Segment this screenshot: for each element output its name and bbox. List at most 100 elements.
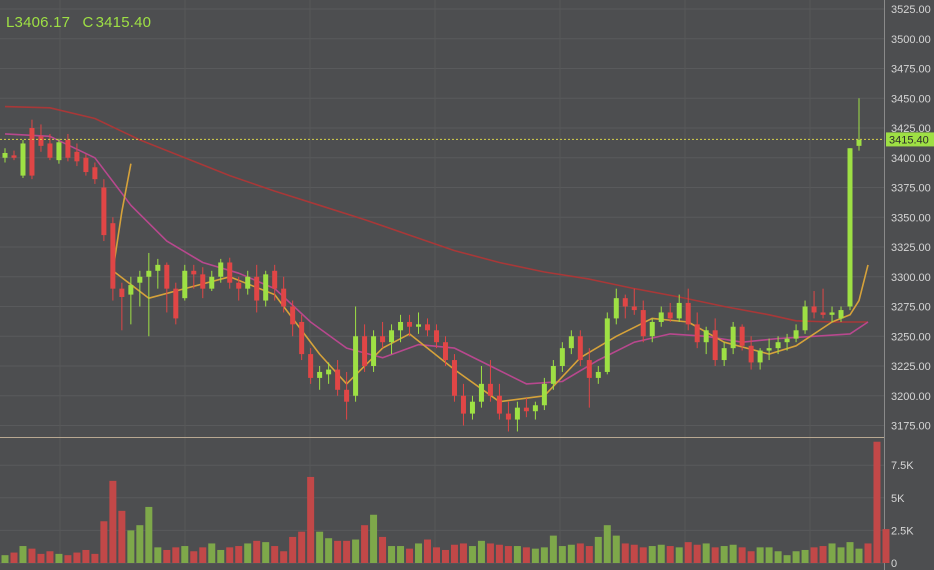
volume-bar <box>253 540 261 563</box>
volume-bar <box>64 555 72 563</box>
candle-body <box>110 223 116 289</box>
candle-body <box>173 288 179 319</box>
volume-bar <box>379 536 387 563</box>
candle-body <box>829 312 835 315</box>
candle-body <box>164 264 170 289</box>
candle-body <box>425 324 431 331</box>
volume-bar <box>441 549 449 563</box>
candle-body <box>56 142 62 161</box>
volume-bar <box>459 543 467 563</box>
candle-body <box>416 324 422 327</box>
candle-body <box>532 405 538 412</box>
candle-body <box>820 312 826 315</box>
volume-tick-label: 2.5K <box>891 525 914 537</box>
volume-bar <box>657 544 665 563</box>
volume-bar <box>504 546 512 563</box>
volume-bar <box>208 543 216 563</box>
candle-body <box>649 321 655 337</box>
volume-bar <box>792 551 800 563</box>
volume-bar <box>549 535 557 563</box>
low-readout: L3406.17 <box>6 14 70 31</box>
low-value: 3406.17 <box>14 14 71 31</box>
volume-bar <box>513 546 521 563</box>
volume-bar <box>801 549 809 563</box>
volume-tick-label: 7.5K <box>891 460 914 472</box>
price-tick-label: 3175.00 <box>891 421 931 433</box>
close-value: 3415.40 <box>95 14 152 31</box>
candle-body <box>119 288 125 297</box>
candle-body <box>514 407 520 420</box>
volume-bar <box>19 546 27 563</box>
volume-bar <box>819 546 827 563</box>
candle-body <box>784 338 790 343</box>
volume-bar <box>82 549 90 563</box>
price-tick-label: 3350.00 <box>891 212 931 224</box>
volume-bar <box>729 544 737 563</box>
volume-bar <box>118 510 126 563</box>
candle-body <box>191 270 197 275</box>
volume-bar <box>828 543 836 563</box>
volume-bar <box>127 530 135 563</box>
candle-body <box>595 371 601 378</box>
candle-body <box>802 306 808 331</box>
candle-body <box>2 152 8 158</box>
volume-bar <box>558 546 566 563</box>
volume-bar <box>262 542 270 563</box>
volume-bar <box>837 547 845 563</box>
candle-body <box>505 413 511 420</box>
candle-body <box>541 383 547 406</box>
candle-body <box>389 330 395 343</box>
candle-body <box>101 187 107 236</box>
candle-body <box>290 306 296 325</box>
candle-body <box>550 366 556 384</box>
candle-body <box>29 128 35 176</box>
candle-body <box>838 310 844 319</box>
price-tick-label: 3500.00 <box>891 34 931 46</box>
volume-bar <box>621 543 629 563</box>
candle-body <box>613 298 619 319</box>
price-tick-label: 3400.00 <box>891 153 931 165</box>
volume-bar <box>675 547 683 563</box>
volume-bar <box>217 549 225 563</box>
candle-body <box>83 157 89 173</box>
volume-bar <box>10 552 18 563</box>
volume-bar <box>46 551 54 563</box>
candle-body <box>442 342 448 361</box>
volume-bar <box>73 552 81 563</box>
candle-body <box>281 288 287 307</box>
volume-bar <box>495 544 503 563</box>
candle-body <box>200 274 206 289</box>
candle-body <box>236 282 242 289</box>
candle-body <box>254 276 260 301</box>
candle-body <box>335 369 341 390</box>
volume-bar <box>468 546 476 563</box>
candle-body <box>380 336 386 343</box>
price-tick-label: 3425.00 <box>891 123 931 135</box>
candle-body <box>47 143 53 158</box>
volume-bar <box>325 538 333 563</box>
candle-body <box>146 270 152 277</box>
volume-bar <box>244 543 252 563</box>
volume-bar <box>540 547 548 563</box>
volume-bar <box>91 553 99 563</box>
price-tick-label: 3375.00 <box>891 183 931 195</box>
volume-bar <box>316 531 324 563</box>
volume-bar <box>397 546 405 563</box>
volume-bar <box>334 540 342 563</box>
candle-body <box>137 276 143 283</box>
volume-bar <box>486 543 494 563</box>
candle-body <box>433 330 439 343</box>
volume-bar <box>352 539 360 563</box>
volume-bar <box>630 544 638 563</box>
volume-bar <box>711 547 719 563</box>
volume-bar <box>145 506 153 563</box>
candle-body <box>155 264 161 271</box>
volume-bar <box>154 547 162 563</box>
volume-bar <box>720 546 728 563</box>
price-tick-label: 3200.00 <box>891 391 931 403</box>
volume-bar <box>55 553 63 563</box>
volume-bar <box>136 525 144 563</box>
volume-bar <box>181 546 189 563</box>
